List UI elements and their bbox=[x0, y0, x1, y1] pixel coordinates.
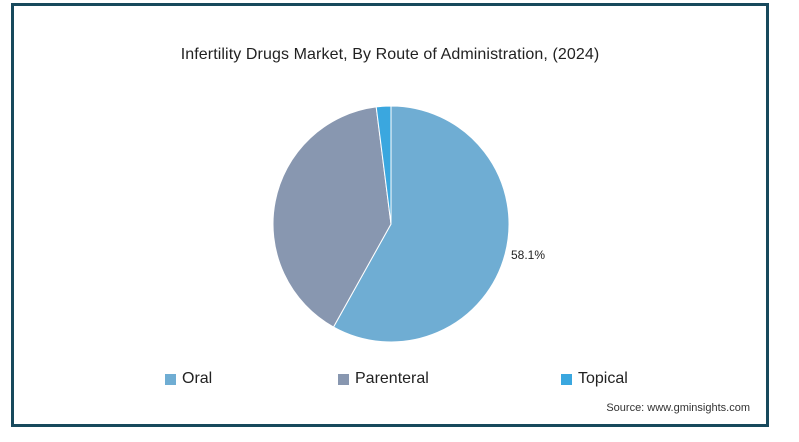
legend-item-oral: Oral bbox=[165, 370, 212, 388]
legend-item-topical: Topical bbox=[561, 370, 628, 388]
chart-frame: Infertility Drugs Market, By Route of Ad… bbox=[11, 3, 769, 427]
pie-chart: 58.1% bbox=[272, 105, 545, 343]
legend-swatch-topical bbox=[561, 373, 572, 385]
legend-label-topical: Topical bbox=[578, 370, 628, 387]
data-label-oral: 58.1% bbox=[511, 248, 545, 262]
pie-slice-parenteral bbox=[272, 106, 392, 328]
legend-swatch-oral bbox=[165, 373, 176, 385]
legend-label-parenteral: Parenteral bbox=[355, 370, 429, 387]
source-note: Source: www.gminsights.com bbox=[606, 402, 750, 414]
pie-slice-topical bbox=[375, 105, 392, 225]
chart-title: Infertility Drugs Market, By Route of Ad… bbox=[180, 46, 600, 63]
legend-swatch-parenteral bbox=[338, 373, 349, 385]
legend: Oral Parenteral Topical bbox=[14, 370, 766, 390]
legend-label-oral: Oral bbox=[182, 370, 213, 387]
pie-slice-oral bbox=[332, 105, 510, 343]
legend-item-parenteral: Parenteral bbox=[338, 370, 429, 388]
